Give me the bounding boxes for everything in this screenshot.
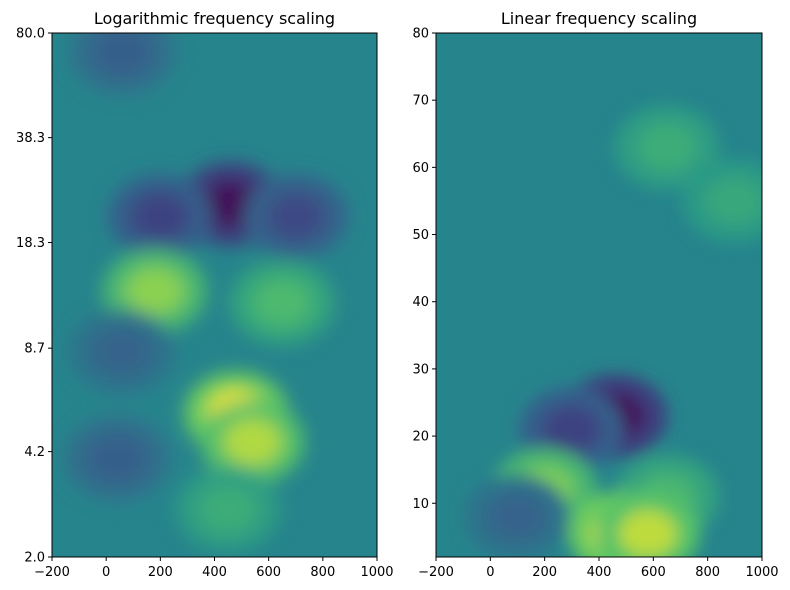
x-tick-label: 400 <box>587 565 612 580</box>
x-tick-label: 400 <box>202 565 227 580</box>
y-tick-label: 60 <box>412 161 429 176</box>
linear-heatmap <box>436 33 762 557</box>
heatmap-region <box>488 493 547 541</box>
heatmap-region <box>542 405 602 453</box>
log-heatmap <box>52 33 377 557</box>
x-tick-label: −200 <box>418 565 454 580</box>
log-x-axis: −200 0 200 400 600 800 1000 <box>34 557 394 580</box>
x-tick-label: 200 <box>148 565 173 580</box>
x-tick-label: 0 <box>486 565 494 580</box>
x-tick-label: 800 <box>695 565 720 580</box>
y-tick-label: 18.3 <box>16 236 45 251</box>
y-tick-label: 8.7 <box>24 342 45 357</box>
heatmap-region <box>198 485 258 533</box>
heatmap-region <box>266 192 325 240</box>
heatmap-region <box>223 418 282 466</box>
y-tick-label: 80 <box>412 27 429 42</box>
linear-panel-title: Linear frequency scaling <box>501 9 697 28</box>
linear-heatmap-background <box>436 33 762 557</box>
y-tick-label: 70 <box>412 94 429 109</box>
y-tick-label: 20 <box>412 430 429 445</box>
y-tick-label: 10 <box>412 497 429 512</box>
linear-x-axis: −200 0 200 400 600 800 1000 <box>418 557 779 580</box>
y-tick-label: 30 <box>412 362 429 377</box>
heatmap-region <box>125 267 185 315</box>
x-tick-label: 200 <box>532 565 557 580</box>
y-tick-label: 40 <box>412 295 429 310</box>
heatmap-region <box>252 278 312 327</box>
heatmap-region <box>87 434 147 483</box>
heatmap-region <box>93 327 152 376</box>
log-y-axis: 2.0 4.2 8.7 18.3 38.3 80.0 <box>16 27 52 566</box>
linear-y-axis: 10 20 30 40 50 60 70 80 <box>412 27 436 512</box>
heatmap-region <box>93 33 152 76</box>
y-tick-label: 2.0 <box>24 551 45 566</box>
linear-frequency-panel: Linear frequency scaling −200 0 200 400 600 8… <box>412 9 779 580</box>
heatmap-region <box>131 192 190 240</box>
heatmap-region <box>637 123 697 171</box>
log-panel-title: Logarithmic frequency scaling <box>94 9 335 28</box>
x-tick-label: 1000 <box>745 565 778 580</box>
y-tick-label: 38.3 <box>16 131 45 146</box>
x-tick-label: 0 <box>102 565 110 580</box>
log-frequency-panel: Logarithmic frequency scaling −200 0 200 40… <box>16 9 394 580</box>
x-tick-label: 1000 <box>360 565 393 580</box>
y-tick-label: 4.2 <box>24 445 45 460</box>
x-tick-label: 600 <box>256 565 281 580</box>
x-tick-label: 800 <box>310 565 335 580</box>
y-tick-label: 50 <box>412 228 429 243</box>
x-tick-label: −200 <box>34 565 70 580</box>
y-tick-label: 80.0 <box>16 27 45 42</box>
heatmap-region <box>705 177 762 225</box>
x-tick-label: 600 <box>641 565 666 580</box>
heatmap-region <box>618 509 678 557</box>
